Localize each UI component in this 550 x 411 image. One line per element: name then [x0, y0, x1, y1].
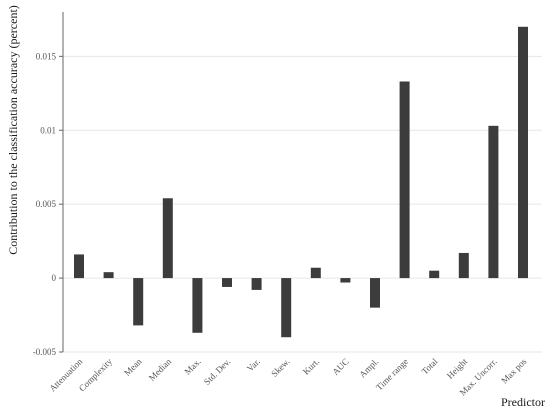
x-tick-label: Max pos: [499, 356, 529, 386]
x-tick-label: Time range: [374, 356, 410, 392]
bar: [103, 272, 114, 279]
x-tick-label: Std. Dev.: [202, 356, 233, 387]
x-tick-label: AUC: [330, 356, 351, 377]
bar: [74, 254, 84, 279]
bar: [162, 198, 173, 279]
y-axis-title: Contribution to the classification accur…: [6, 5, 20, 255]
x-axis-title: Predictor: [501, 395, 545, 409]
x-tick-label: Kurt.: [301, 356, 321, 376]
y-tick-label: 0: [52, 273, 57, 283]
y-tick-label: 0.015: [36, 51, 57, 61]
x-tick-label: Var.: [245, 356, 262, 373]
bar: [310, 267, 321, 279]
bar: [340, 278, 351, 283]
x-tick-label: Median: [147, 356, 174, 383]
y-tick-label: 0.01: [40, 125, 56, 135]
y-tick-label: -0.005: [33, 347, 57, 357]
x-tick-label: Height: [445, 356, 470, 381]
x-tick-label: Mean: [122, 356, 144, 378]
x-tick-label: Skew.: [269, 356, 291, 378]
x-tick-label: Max.: [182, 356, 202, 376]
bar: [488, 125, 499, 279]
x-tick-label: Ampl.: [357, 356, 380, 379]
bar: [518, 26, 528, 279]
bar: [429, 270, 440, 279]
bar: [251, 278, 262, 290]
bar: [370, 278, 380, 308]
bar: [399, 81, 410, 279]
x-tick-label: Total: [420, 356, 440, 376]
bar: [222, 278, 232, 287]
bars: [74, 26, 528, 338]
bar: [281, 278, 292, 338]
y-axis-ticks: -0.005 0 0.005 0.01 0.015: [33, 51, 63, 357]
bar: [133, 278, 144, 326]
bar: [458, 252, 469, 279]
y-tick-label: 0.005: [36, 199, 57, 209]
bar: [192, 278, 203, 333]
